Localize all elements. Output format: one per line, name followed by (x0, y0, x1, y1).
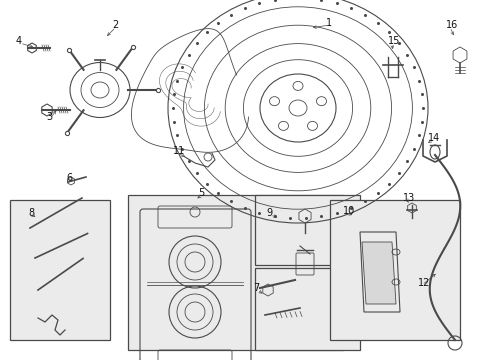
Text: 11: 11 (173, 146, 185, 156)
Text: 8: 8 (28, 208, 34, 218)
Bar (330, 200, 460, 340)
Polygon shape (362, 242, 396, 304)
Text: 7: 7 (253, 283, 259, 293)
Text: 12: 12 (418, 278, 430, 288)
Text: 9: 9 (266, 208, 272, 218)
Bar (10, 200, 110, 340)
Text: 4: 4 (16, 36, 22, 46)
Text: 14: 14 (428, 133, 440, 143)
Text: 13: 13 (403, 193, 415, 203)
Text: 2: 2 (112, 20, 118, 30)
Bar (128, 195, 343, 350)
Text: 6: 6 (66, 173, 72, 183)
Bar (255, 195, 360, 265)
Text: 10: 10 (343, 206, 355, 216)
Text: 15: 15 (388, 36, 400, 46)
Text: 16: 16 (446, 20, 458, 30)
Text: 5: 5 (198, 188, 204, 198)
Bar (255, 268, 360, 350)
Text: 3: 3 (46, 112, 52, 122)
Text: 1: 1 (326, 18, 332, 28)
